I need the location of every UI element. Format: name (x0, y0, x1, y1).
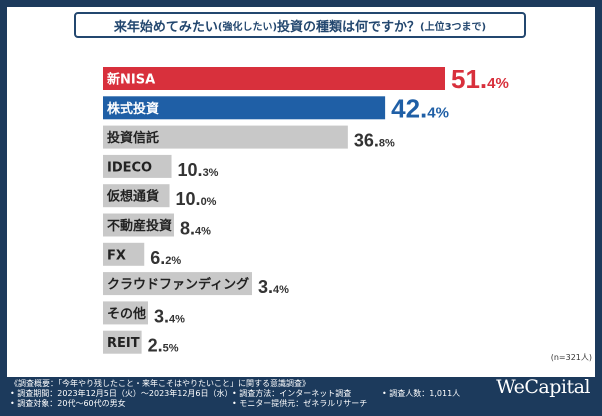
bar-2 (103, 125, 348, 149)
bar-4 (103, 184, 170, 208)
bar-label-9: REIT (107, 336, 140, 351)
value-label-7: 3.4% (258, 277, 289, 297)
chart-title: 来年始めてみたい (強化したい) 投資の種類は何ですか？ (上位3つまで) (74, 12, 526, 38)
title-suffix: (上位3つまで) (420, 21, 487, 33)
survey-provider: • モニター提供元：ゼネラルリサーチ (232, 399, 368, 408)
value-label-8: 3.4% (154, 306, 185, 326)
bar-label-3: IDECO (107, 160, 152, 175)
bar-8 (103, 301, 149, 325)
bar-7 (103, 272, 253, 296)
value-label-6: 6.2% (150, 248, 181, 268)
bar-label-0: 新NISA (107, 72, 155, 88)
title-paren: (強化したい) (217, 21, 278, 33)
bar-label-7: クラウドファンディング (107, 277, 249, 293)
wecapital-logo: WeCapital (496, 376, 590, 398)
bar-label-6: FX (107, 248, 126, 263)
value-label-2: 36.8% (354, 131, 395, 151)
bar-6 (103, 242, 145, 266)
bar-0 (103, 67, 445, 90)
value-label-3: 10.3% (178, 160, 219, 180)
title-main-a: 来年始めてみたい (113, 19, 218, 35)
value-label-4: 10.0% (176, 189, 217, 209)
value-label-0: 51.4% (451, 64, 509, 94)
value-label-9: 2.5% (148, 336, 179, 356)
survey-footer: 《調査概要：「今年やり残したこと・来年こそはやりたいこと」に関する意識調査》 •… (0, 377, 602, 416)
value-label-5: 8.4% (180, 219, 211, 239)
survey-target: • 調査対象：20代～60代の男女 (10, 399, 126, 408)
bar-label-2: 投資信託 (107, 130, 159, 146)
bar-3 (103, 154, 172, 178)
survey-count: • 調査人数：1,011人 (382, 389, 461, 398)
survey-period: • 調査期間：2023年12月5日（火）～2023年12月6日（水） (10, 389, 233, 398)
bar-label-1: 株式投資 (107, 101, 159, 117)
bar-chart: 新NISA 51.4% 株式投資 42.4% 投資信託 36.8% IDECO 10.3% 仮想… (103, 64, 509, 356)
survey-method: • 調査方法：インターネット調査 (232, 389, 352, 398)
bar-5 (103, 213, 175, 237)
sample-size-note: (n=321人) (550, 353, 592, 362)
value-label-1: 42.4% (391, 93, 449, 123)
bar-1 (103, 96, 386, 120)
bar-label-8: その他 (107, 306, 146, 322)
bar-label-4: 仮想通貨 (106, 189, 159, 205)
title-main-b: 投資の種類は何ですか？ (277, 19, 421, 35)
survey-overview: 《調査概要：「今年やり残したこと・来年こそはやりたいこと」に関する意識調査》 (10, 379, 310, 388)
bar-label-5: 不動産投資 (107, 218, 172, 234)
bar-9 (103, 330, 142, 354)
